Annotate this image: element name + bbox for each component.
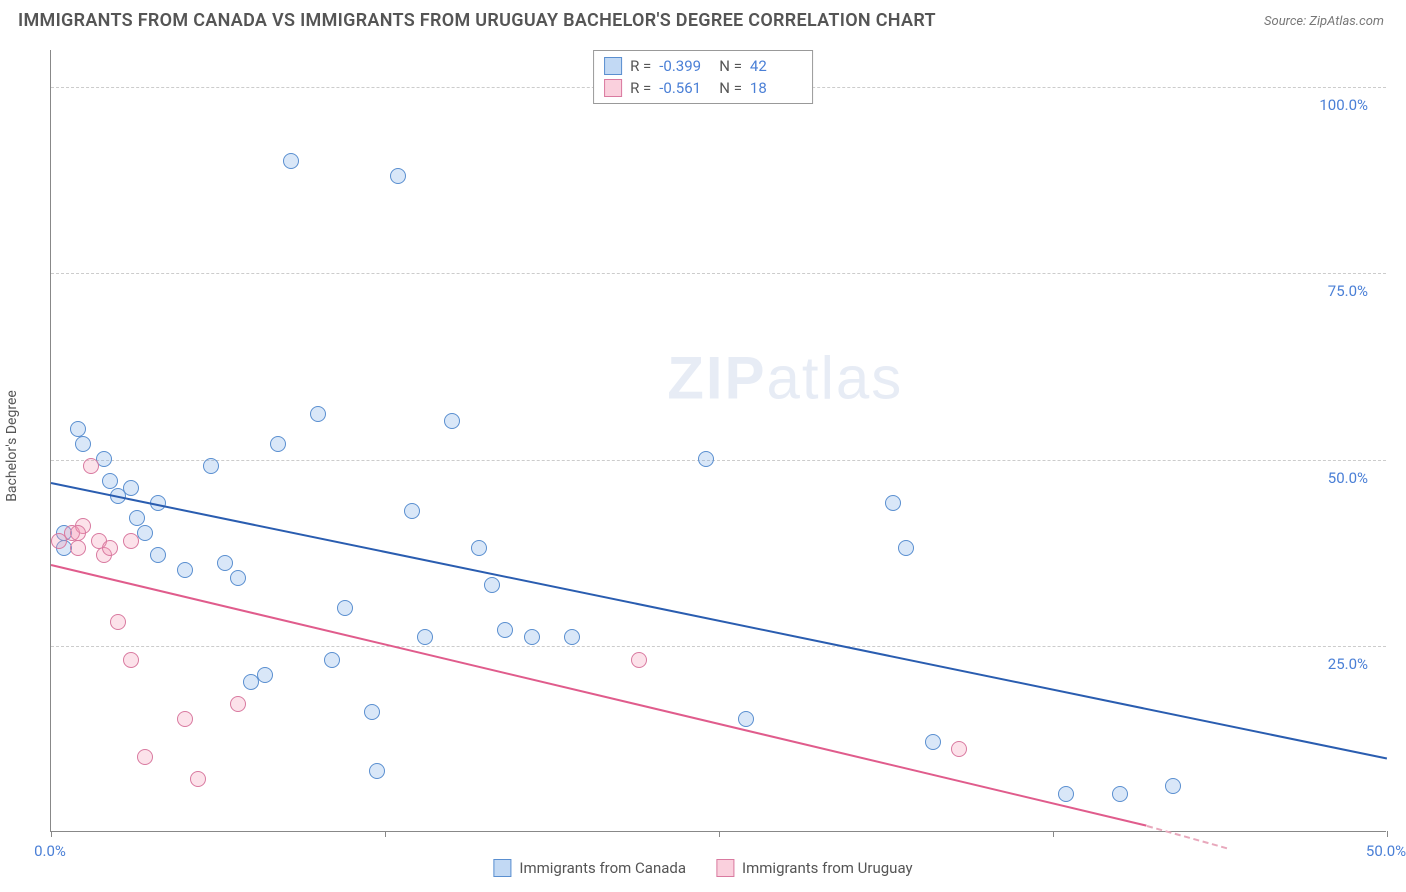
data-point (564, 629, 580, 645)
data-point (137, 749, 153, 765)
stats-legend: R = -0.399 N = 42 R = -0.561 N = 18 (593, 50, 813, 104)
gridline (51, 646, 1386, 647)
data-point (404, 503, 420, 519)
data-point (885, 495, 901, 511)
n-label: N = (719, 79, 742, 97)
r-value: -0.561 (659, 79, 711, 97)
data-point (123, 480, 139, 496)
data-point (270, 436, 286, 452)
data-point (925, 734, 941, 750)
data-point (102, 473, 118, 489)
data-point (417, 629, 433, 645)
data-point (283, 153, 299, 169)
x-tick (719, 831, 720, 837)
data-point (369, 763, 385, 779)
data-point (177, 711, 193, 727)
trend-line (51, 564, 1147, 827)
data-point (70, 525, 86, 541)
data-point (444, 413, 460, 429)
data-point (951, 741, 967, 757)
stats-legend-row: R = -0.399 N = 42 (604, 55, 802, 77)
n-label: N = (719, 57, 742, 75)
data-point (1165, 778, 1181, 794)
data-point (257, 667, 273, 683)
data-point (1112, 786, 1128, 802)
trend-line (51, 482, 1387, 760)
data-point (698, 451, 714, 467)
legend-item: Immigrants from Uruguay (716, 859, 913, 877)
data-point (83, 458, 99, 474)
legend-label: Immigrants from Uruguay (742, 859, 913, 877)
data-point (129, 510, 145, 526)
data-point (337, 600, 353, 616)
data-point (497, 622, 513, 638)
bottom-legend: Immigrants from Canada Immigrants from Ur… (493, 859, 912, 877)
data-point (203, 458, 219, 474)
chart-title: IMMIGRANTS FROM CANADA VS IMMIGRANTS FRO… (18, 10, 936, 31)
data-point (102, 540, 118, 556)
legend-label: Immigrants from Canada (519, 859, 686, 877)
x-tick-label: 0.0% (34, 842, 66, 860)
data-point (738, 711, 754, 727)
y-axis-label: Bachelor's Degree (4, 390, 20, 502)
data-point (310, 406, 326, 422)
y-tick-label: 25.0% (1328, 655, 1368, 673)
data-point (364, 704, 380, 720)
data-point (123, 652, 139, 668)
plot-area: ZIPatlas 25.0% 50.0% 75.0% 100.0% (50, 50, 1386, 832)
data-point (75, 436, 91, 452)
data-point (390, 168, 406, 184)
x-tick-label: 50.0% (1366, 842, 1406, 860)
x-tick (1387, 831, 1388, 837)
data-point (898, 540, 914, 556)
x-tick (1053, 831, 1054, 837)
r-label: R = (630, 57, 651, 75)
gridline (51, 273, 1386, 274)
data-point (471, 540, 487, 556)
stats-legend-row: R = -0.561 N = 18 (604, 77, 802, 99)
data-point (110, 614, 126, 630)
data-point (524, 629, 540, 645)
data-point (123, 533, 139, 549)
r-value: -0.399 (659, 57, 711, 75)
legend-item: Immigrants from Canada (493, 859, 686, 877)
data-point (1058, 786, 1074, 802)
trend-line (1146, 825, 1227, 849)
data-point (631, 652, 647, 668)
data-point (70, 540, 86, 556)
data-point (230, 570, 246, 586)
gridline (51, 460, 1386, 461)
y-tick-label: 50.0% (1328, 469, 1368, 487)
data-point (190, 771, 206, 787)
y-tick-label: 75.0% (1328, 282, 1368, 300)
legend-swatch (604, 57, 622, 75)
legend-swatch (604, 79, 622, 97)
data-point (324, 652, 340, 668)
n-value: 18 (750, 79, 802, 97)
data-point (70, 421, 86, 437)
watermark: ZIPatlas (667, 344, 903, 413)
x-tick (51, 831, 52, 837)
data-point (484, 577, 500, 593)
data-point (150, 547, 166, 563)
n-value: 42 (750, 57, 802, 75)
data-point (177, 562, 193, 578)
data-point (217, 555, 233, 571)
y-tick-label: 100.0% (1319, 96, 1368, 114)
data-point (230, 696, 246, 712)
x-tick (385, 831, 386, 837)
source-label: Source: ZipAtlas.com (1264, 14, 1384, 29)
r-label: R = (630, 79, 651, 97)
legend-swatch (493, 859, 511, 877)
legend-swatch (716, 859, 734, 877)
